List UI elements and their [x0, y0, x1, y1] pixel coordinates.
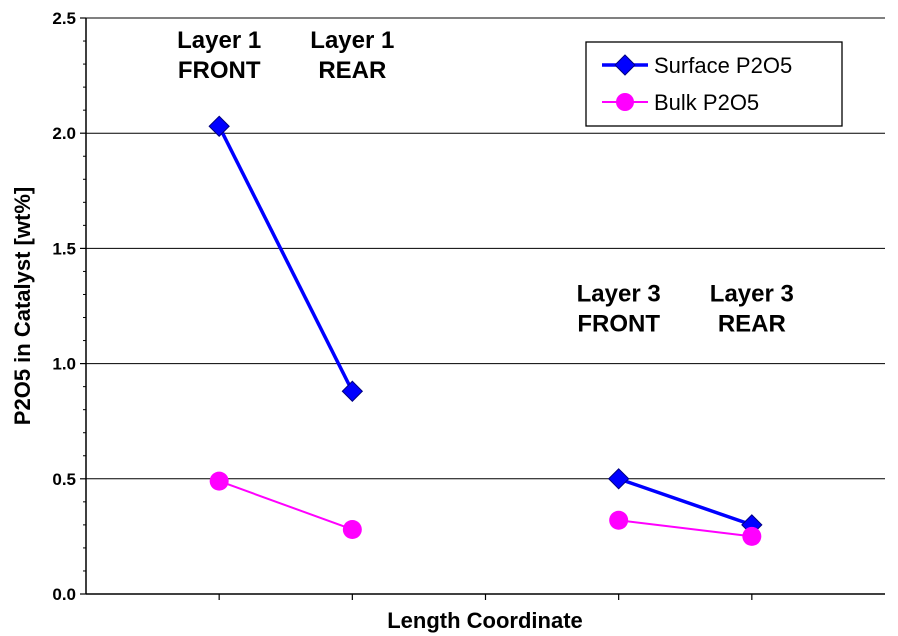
data-point-bulk [609, 510, 629, 530]
annotation-label: Layer 1 [310, 27, 394, 54]
y-axis-title: P2O5 in Catalyst [wt%] [10, 187, 35, 425]
annotations: Layer 1 FRONT Layer 1 REAR Layer 3 FRONT Layer… [177, 27, 794, 337]
annotation-label: REAR [318, 57, 386, 84]
annotation-label: FRONT [178, 57, 261, 84]
series-line-surface [217, 125, 354, 393]
series [208, 115, 763, 546]
legend-marker-surface [614, 54, 636, 76]
series-line-surface [618, 477, 753, 527]
data-point-surface [607, 468, 630, 490]
y-tick-label: 0.5 [52, 470, 76, 489]
legend: Surface P2O5 Bulk P2O5 [585, 41, 843, 127]
annotation-label: Layer 3 [577, 280, 661, 307]
legend-marker-bulk [616, 93, 634, 111]
data-point-surface [208, 115, 230, 137]
annotation-label: REAR [718, 310, 786, 337]
y-tick-label: 0.0 [52, 585, 76, 604]
series-line-bulk [618, 519, 752, 538]
y-tick-labels: 0.0 0.5 1.0 1.5 2.0 2.5 [52, 9, 76, 604]
data-point-surface [341, 380, 364, 402]
y-tick-label: 2.5 [52, 9, 76, 28]
legend-item-surface: Surface P2O5 [602, 53, 792, 78]
annotation-label: FRONT [577, 310, 660, 337]
annotation-label: Layer 1 [177, 27, 261, 54]
legend-item-bulk: Bulk P2O5 [602, 90, 759, 115]
data-point-bulk [742, 526, 762, 546]
data-point-bulk [342, 519, 362, 539]
axes [80, 17, 885, 600]
y-tick-label: 2.0 [52, 124, 76, 143]
y-tick-label: 1.0 [52, 355, 76, 374]
series-line-bulk [218, 480, 353, 531]
legend-box [585, 41, 843, 127]
data-point-bulk [209, 471, 229, 491]
x-axis-title: Length Coordinate [387, 608, 583, 633]
annotation-label: Layer 3 [710, 280, 794, 307]
y-tick-label: 1.5 [52, 239, 76, 258]
legend-label-surface: Surface P2O5 [654, 53, 792, 78]
legend-label-bulk: Bulk P2O5 [654, 90, 759, 115]
